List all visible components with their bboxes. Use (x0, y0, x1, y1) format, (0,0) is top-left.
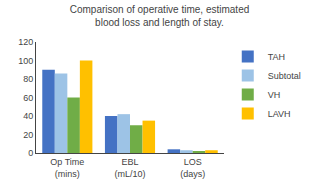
svg-text:Subtotal: Subtotal (268, 71, 301, 81)
svg-text:Comparison of operative time,: Comparison of operative time, estimatedb… (70, 4, 250, 28)
svg-text:80: 80 (23, 74, 33, 84)
svg-text:60: 60 (23, 93, 33, 103)
svg-text:TAH: TAH (268, 52, 285, 62)
svg-text:40: 40 (23, 111, 33, 121)
svg-text:20: 20 (23, 130, 33, 140)
svg-text:VH: VH (268, 90, 281, 100)
svg-text:LOS(days): LOS(days) (180, 157, 205, 179)
svg-text:0: 0 (28, 148, 33, 158)
svg-text:120: 120 (18, 37, 33, 47)
svg-text:LAVH: LAVH (268, 109, 291, 119)
svg-text:100: 100 (18, 56, 33, 66)
svg-text:Op Time(mins): Op Time(mins) (50, 157, 84, 179)
svg-text:EBL(mL/10): EBL(mL/10) (114, 157, 145, 179)
